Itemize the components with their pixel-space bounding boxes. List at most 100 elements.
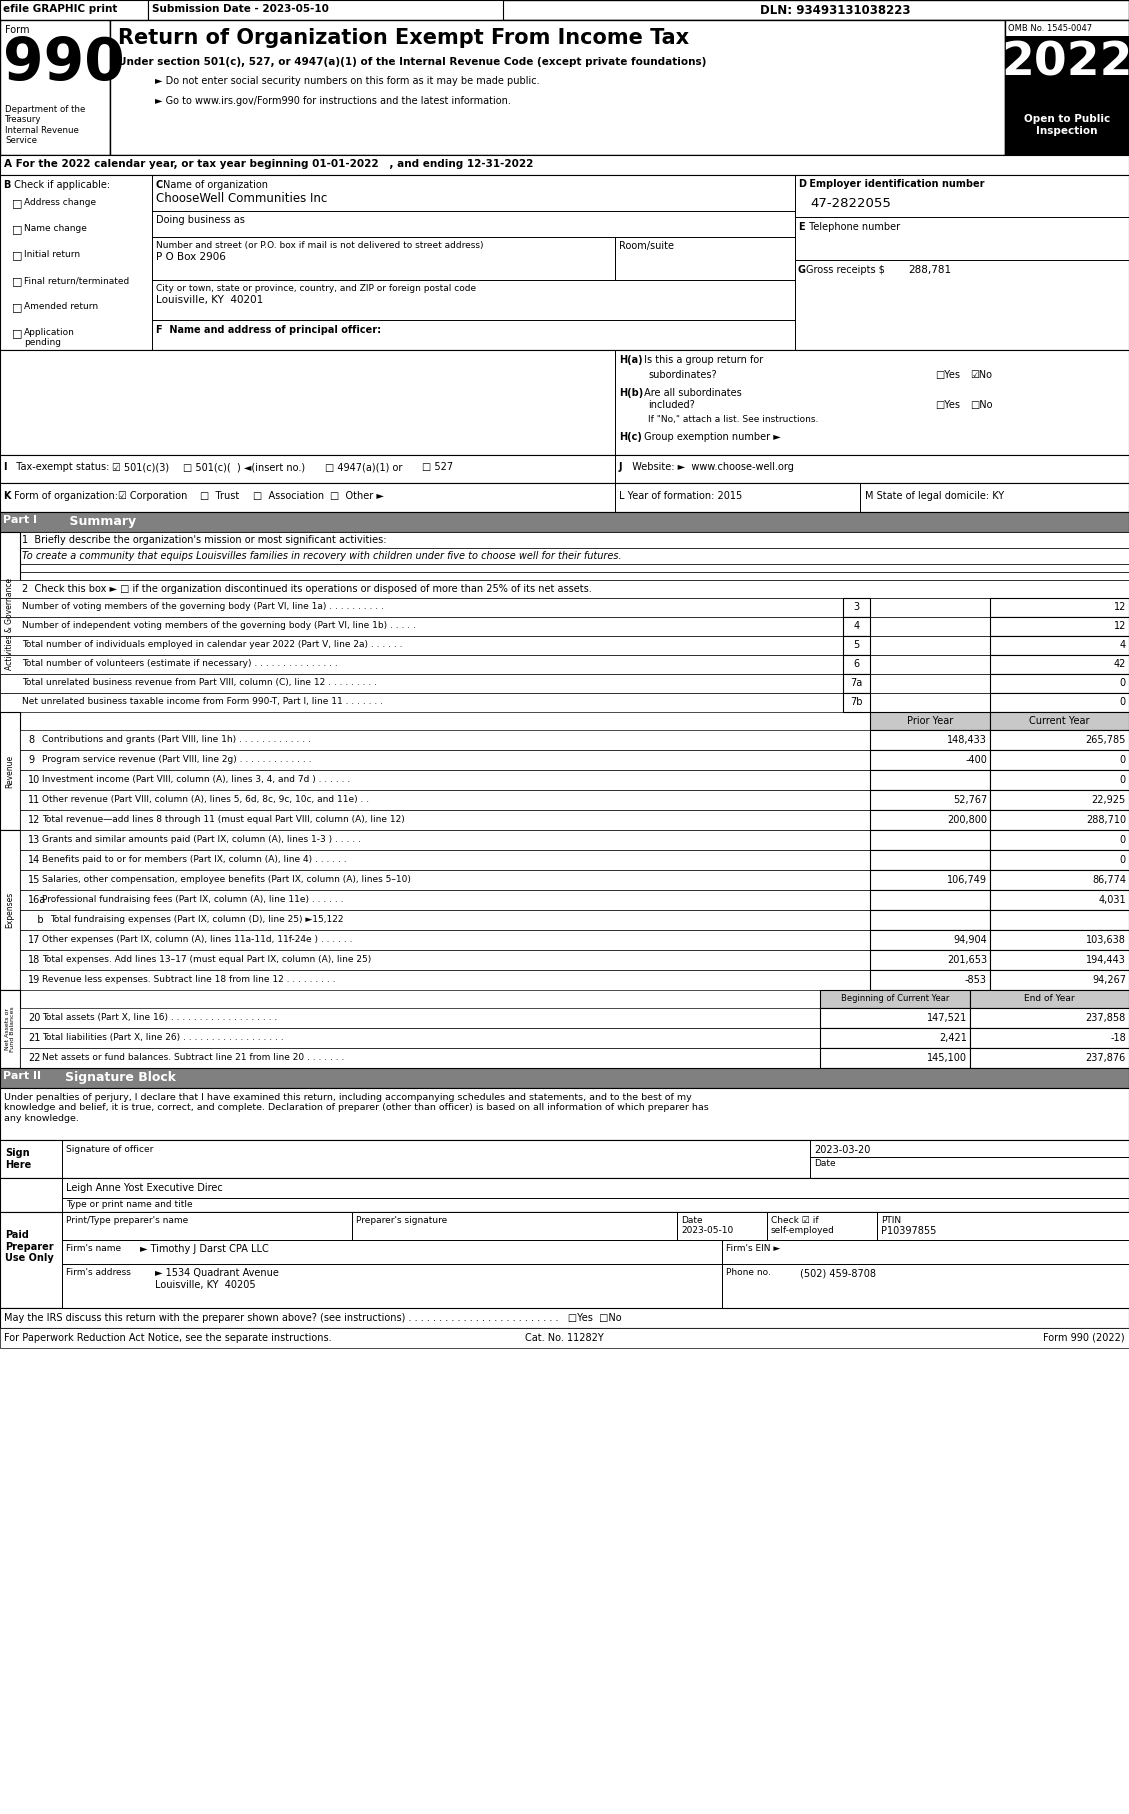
Text: 12: 12 — [28, 814, 41, 825]
Text: Net unrelated business taxable income from Form 990-T, Part I, line 11 . . . . .: Net unrelated business taxable income fr… — [21, 697, 383, 706]
Text: Signature Block: Signature Block — [52, 1070, 176, 1085]
Text: Doing business as: Doing business as — [156, 216, 245, 225]
Text: Total unrelated business revenue from Part VIII, column (C), line 12 . . . . . .: Total unrelated business revenue from Pa… — [21, 678, 377, 688]
Text: □: □ — [12, 223, 23, 234]
Bar — [20, 1029, 1129, 1048]
Text: H(c): H(c) — [619, 432, 642, 443]
Text: 265,785: 265,785 — [1086, 735, 1126, 746]
Text: D: D — [798, 180, 806, 189]
Text: Name change: Name change — [24, 223, 87, 232]
Text: Return of Organization Exempt From Income Tax: Return of Organization Exempt From Incom… — [119, 27, 689, 47]
Text: subordinates?: subordinates? — [648, 370, 717, 379]
Bar — [677, 1212, 767, 1241]
Text: Employer identification number: Employer identification number — [806, 180, 984, 189]
Bar — [990, 749, 1129, 769]
Text: For Paperwork Reduction Act Notice, see the separate instructions.: For Paperwork Reduction Act Notice, see … — [5, 1333, 332, 1342]
Bar — [62, 1241, 723, 1264]
Bar — [0, 990, 20, 1068]
Text: □ 4947(a)(1) or: □ 4947(a)(1) or — [325, 463, 402, 472]
Text: 9: 9 — [28, 755, 34, 766]
Text: 0: 0 — [1120, 755, 1126, 766]
Bar — [0, 154, 1129, 174]
Text: Revenue less expenses. Subtract line 18 from line 12 . . . . . . . . .: Revenue less expenses. Subtract line 18 … — [42, 974, 335, 983]
Text: 18: 18 — [28, 954, 41, 965]
Text: Phone no.: Phone no. — [726, 1268, 771, 1277]
Text: Net Assets or
Fund Balances: Net Assets or Fund Balances — [5, 1007, 16, 1052]
Bar — [0, 1308, 1129, 1328]
Bar — [990, 970, 1129, 990]
Text: Preparer's signature: Preparer's signature — [356, 1215, 447, 1224]
Text: 94,267: 94,267 — [1092, 974, 1126, 985]
Text: Are all subordinates: Are all subordinates — [641, 388, 742, 397]
Bar — [723, 1241, 1129, 1264]
Text: Firm's name: Firm's name — [65, 1244, 121, 1253]
Text: □: □ — [12, 198, 23, 209]
Text: 0: 0 — [1120, 775, 1126, 785]
Text: Address change: Address change — [24, 198, 96, 207]
Bar — [20, 1009, 1129, 1029]
Text: 990: 990 — [3, 34, 124, 93]
Text: Number of voting members of the governing body (Part VI, line 1a) . . . . . . . : Number of voting members of the governin… — [21, 602, 384, 611]
Text: □: □ — [12, 328, 23, 337]
Bar — [970, 1048, 1129, 1068]
Bar — [20, 891, 1129, 911]
Text: 22: 22 — [28, 1052, 41, 1063]
Text: 0: 0 — [1120, 678, 1126, 688]
Text: Telephone number: Telephone number — [806, 221, 900, 232]
Text: □: □ — [12, 301, 23, 312]
Bar — [870, 871, 990, 891]
Bar — [20, 911, 1129, 931]
Text: P10397855: P10397855 — [881, 1226, 936, 1235]
Text: 200,800: 200,800 — [947, 814, 987, 825]
Text: P O Box 2906: P O Box 2906 — [156, 252, 226, 261]
Text: 21: 21 — [28, 1032, 41, 1043]
Text: ► Go to www.irs.gov/Form990 for instructions and the latest information.: ► Go to www.irs.gov/Form990 for instruct… — [155, 96, 511, 105]
Text: I: I — [3, 463, 7, 472]
Text: Total expenses. Add lines 13–17 (must equal Part IX, column (A), line 25): Total expenses. Add lines 13–17 (must eq… — [42, 954, 371, 963]
Text: 5: 5 — [854, 640, 859, 649]
Bar — [20, 831, 1129, 851]
Text: Print/Type preparer's name: Print/Type preparer's name — [65, 1215, 189, 1224]
Bar — [20, 851, 1129, 871]
Text: Name of organization: Name of organization — [163, 180, 268, 190]
Bar — [870, 931, 990, 951]
Text: 1  Briefly describe the organization's mission or most significant activities:: 1 Briefly describe the organization's mi… — [21, 535, 386, 544]
Text: PTIN: PTIN — [881, 1215, 901, 1224]
Text: Form: Form — [5, 25, 29, 34]
Bar — [352, 1212, 677, 1241]
Bar — [0, 1212, 1129, 1308]
Text: F  Name and address of principal officer:: F Name and address of principal officer: — [156, 325, 382, 336]
Text: b: b — [28, 914, 44, 925]
Text: 13: 13 — [28, 834, 41, 845]
Text: Net assets or fund balances. Subtract line 21 from line 20 . . . . . . .: Net assets or fund balances. Subtract li… — [42, 1052, 344, 1061]
Text: Beginning of Current Year: Beginning of Current Year — [841, 994, 949, 1003]
Bar — [0, 1088, 1129, 1139]
Text: 145,100: 145,100 — [927, 1052, 968, 1063]
Bar — [843, 675, 870, 693]
Text: G: G — [798, 265, 806, 276]
Text: 103,638: 103,638 — [1086, 934, 1126, 945]
Bar — [0, 655, 1129, 675]
Bar — [767, 1212, 877, 1241]
Bar — [843, 655, 870, 675]
Text: 52,767: 52,767 — [953, 795, 987, 805]
Text: OMB No. 1545-0047: OMB No. 1545-0047 — [1008, 24, 1092, 33]
Bar — [20, 970, 1129, 990]
Text: 42: 42 — [1113, 658, 1126, 669]
Text: Grants and similar amounts paid (Part IX, column (A), lines 1-3 ) . . . . .: Grants and similar amounts paid (Part IX… — [42, 834, 361, 844]
Text: Room/suite: Room/suite — [619, 241, 674, 250]
Text: B: B — [3, 180, 10, 190]
Bar — [20, 749, 1129, 769]
Bar — [0, 0, 148, 20]
Text: J: J — [619, 463, 622, 472]
Text: End of Year: End of Year — [1024, 994, 1075, 1003]
Text: □  Other ►: □ Other ► — [330, 492, 384, 501]
Text: □Yes: □Yes — [935, 370, 960, 379]
Text: Revenue: Revenue — [6, 755, 15, 787]
Text: Total number of individuals employed in calendar year 2022 (Part V, line 2a) . .: Total number of individuals employed in … — [21, 640, 403, 649]
Bar — [870, 851, 990, 871]
Bar — [970, 1009, 1129, 1029]
Bar — [843, 693, 870, 713]
Text: 47-2822055: 47-2822055 — [809, 198, 891, 210]
Text: Total number of volunteers (estimate if necessary) . . . . . . . . . . . . . . .: Total number of volunteers (estimate if … — [21, 658, 338, 668]
